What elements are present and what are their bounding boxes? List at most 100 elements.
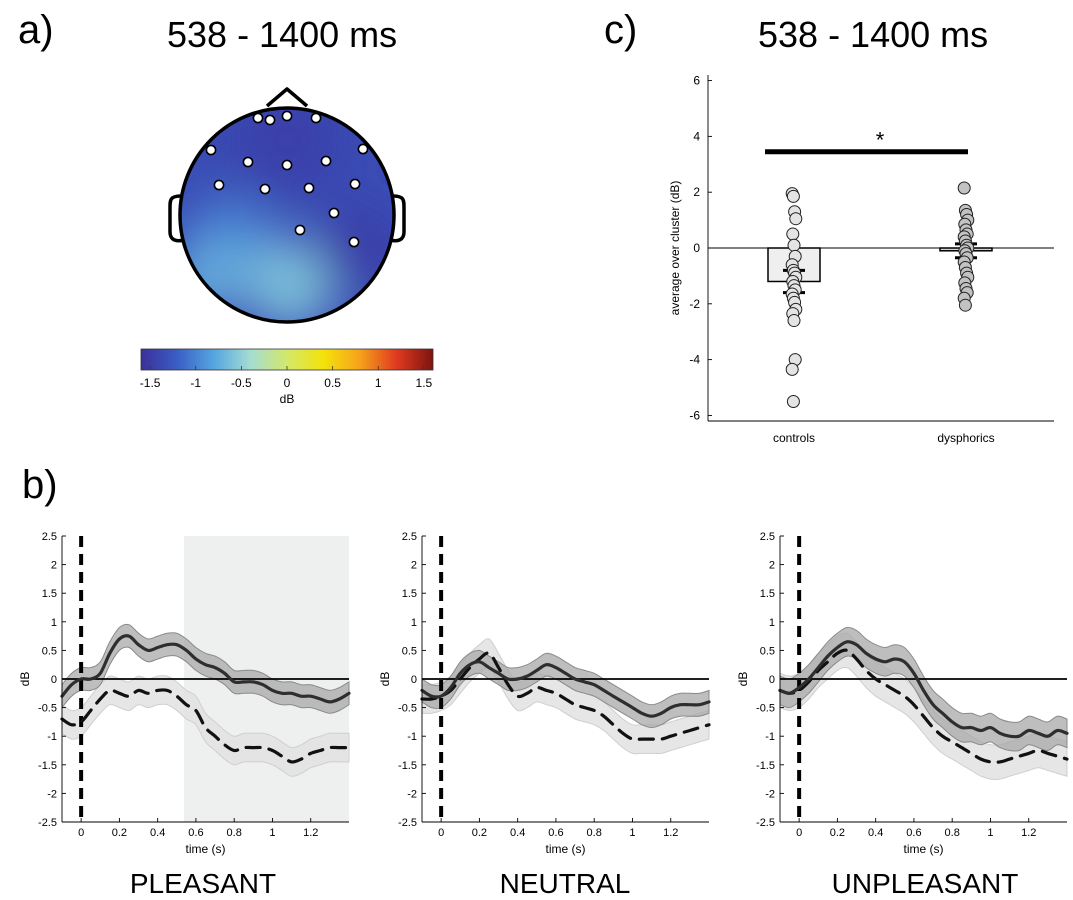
y-axis-label: dB <box>18 672 32 687</box>
bar-plot-y-tick-label: 6 <box>693 74 700 88</box>
electrode-marker <box>264 114 276 126</box>
x-tick-label: 0.6 <box>548 827 563 839</box>
bar-plot-y-tick-label: 4 <box>693 129 700 143</box>
unpleasant-line-plot: -2.5 -2 -1.5 -1 -0.5 0 0.5 1 1.5 2 2.5 0 0.2 0.4 0.6 0.… <box>736 531 1069 856</box>
y-tick-label: -1.5 <box>38 760 57 772</box>
topo-region <box>232 108 342 195</box>
data-point <box>958 298 972 312</box>
x-tick-label: 0.2 <box>112 827 127 839</box>
y-tick-label: -0.5 <box>38 703 57 715</box>
y-tick-label: 2.5 <box>42 531 57 543</box>
x-axis-label: time (s) <box>186 842 226 856</box>
y-tick-label: 2.5 <box>402 531 417 543</box>
y-tick-label: -1 <box>47 731 57 743</box>
y-tick-label: 2 <box>51 560 57 572</box>
y-tick-label: -2 <box>47 788 57 800</box>
electrode-marker <box>213 179 225 191</box>
y-tick-label: -1.5 <box>398 760 417 772</box>
left-ear-outline <box>168 194 185 243</box>
data-point <box>786 189 800 203</box>
bar-plot-category-label: controls <box>773 431 815 445</box>
y-tick-label: 0.5 <box>402 645 417 657</box>
nose-outline <box>265 87 309 108</box>
dashed-series-line <box>60 688 351 764</box>
electrode-marker <box>328 207 340 219</box>
x-tick-label: 0.4 <box>150 827 165 839</box>
panel-a-letter: a) <box>18 8 54 52</box>
x-tick-label: 1.2 <box>663 827 678 839</box>
data-point <box>785 362 799 376</box>
y-tick-label: 2 <box>769 560 775 572</box>
electrode-marker <box>320 155 332 167</box>
colorbar-label: dB <box>280 392 295 406</box>
electrode-marker <box>281 159 293 171</box>
x-tick-label: 0 <box>78 827 84 839</box>
x-tick-label: 0.8 <box>945 827 960 839</box>
electrode-marker <box>205 144 217 156</box>
topographic-map <box>168 87 406 324</box>
panel-b-letter: b) <box>22 463 58 507</box>
y-tick-label: 1 <box>51 617 57 629</box>
y-tick-label: -2.5 <box>756 817 775 829</box>
colorbar-tick-label: 1 <box>375 376 382 390</box>
bar-plot-category-label: dysphorics <box>937 431 994 445</box>
x-tick-label: 0.2 <box>472 827 487 839</box>
electrode-marker <box>294 224 306 236</box>
y-tick-label: -0.5 <box>756 703 775 715</box>
y-tick-label: 1 <box>769 617 775 629</box>
solid-series-line <box>420 660 711 718</box>
y-tick-label: 1.5 <box>760 588 775 600</box>
x-tick-label: 0.6 <box>188 827 203 839</box>
data-point <box>957 181 971 195</box>
electrode-marker <box>259 183 271 195</box>
y-tick-label: -2 <box>765 788 775 800</box>
x-tick-label: 1 <box>629 827 635 839</box>
unpleasant-title: UNPLEASANT <box>831 868 1019 899</box>
x-axis-label: time (s) <box>904 842 944 856</box>
y-tick-label: 2.5 <box>760 531 775 543</box>
solid-series-line <box>60 634 351 704</box>
y-tick-label: 2 <box>411 560 417 572</box>
data-point <box>787 238 801 252</box>
y-tick-label: -2.5 <box>398 817 417 829</box>
colorbar-tick-label: 0.5 <box>324 376 341 390</box>
neutral-line-plot: -2.5 -2 -1.5 -1 -0.5 0 0.5 1 1.5 2 2.5 0 0.2 0.4 0.6 0.… <box>378 531 711 856</box>
y-tick-label: 0.5 <box>42 645 57 657</box>
y-tick-label: 1 <box>411 617 417 629</box>
electrode-marker <box>357 143 369 155</box>
electrode-marker <box>310 112 322 124</box>
y-tick-label: -0.5 <box>398 703 417 715</box>
pleasant-line-plot: -2.5 -2 -1.5 -1 -0.5 0 0.5 1 1.5 2 2.5 0 0.2 0.4 0.6 0.… <box>18 531 351 856</box>
x-tick-label: 1 <box>269 827 275 839</box>
x-tick-label: 0.2 <box>830 827 845 839</box>
x-tick-label: 1.2 <box>1021 827 1036 839</box>
colorbar-tick-label: 1.5 <box>416 376 433 390</box>
electrode-marker <box>303 182 315 194</box>
electrode-marker <box>242 156 254 168</box>
electrode-marker <box>252 112 264 124</box>
bar-plot: -6 -4 -2 0 2 4 6 average over cluster (dB) contr… <box>668 74 1054 445</box>
y-tick-label: 1.5 <box>402 588 417 600</box>
y-tick-label: -2 <box>407 788 417 800</box>
y-tick-label: 0.5 <box>760 645 775 657</box>
solid-series-line <box>778 640 1069 739</box>
x-tick-label: 0.8 <box>227 827 242 839</box>
y-tick-label: -1.5 <box>756 760 775 772</box>
bar-plot-y-tick-label: -4 <box>689 353 700 367</box>
y-axis-label: dB <box>736 672 750 687</box>
y-tick-label: 1.5 <box>42 588 57 600</box>
data-point <box>786 227 800 241</box>
panel-c-letter: c) <box>604 8 638 52</box>
x-tick-label: 1 <box>987 827 993 839</box>
y-tick-label: 0 <box>411 674 417 686</box>
x-tick-label: 1.2 <box>303 827 318 839</box>
topo-region <box>246 241 334 322</box>
bar-plot-y-tick-label: 2 <box>693 185 700 199</box>
bar-plot-y-tick-label: -6 <box>689 408 700 422</box>
bar-plot-y-tick-label: 0 <box>693 241 700 255</box>
data-point <box>789 212 803 226</box>
right-ear-outline <box>389 194 406 243</box>
colorbar-tick-label: 0 <box>284 376 291 390</box>
bar-plot-y-tick-label: -2 <box>689 297 700 311</box>
